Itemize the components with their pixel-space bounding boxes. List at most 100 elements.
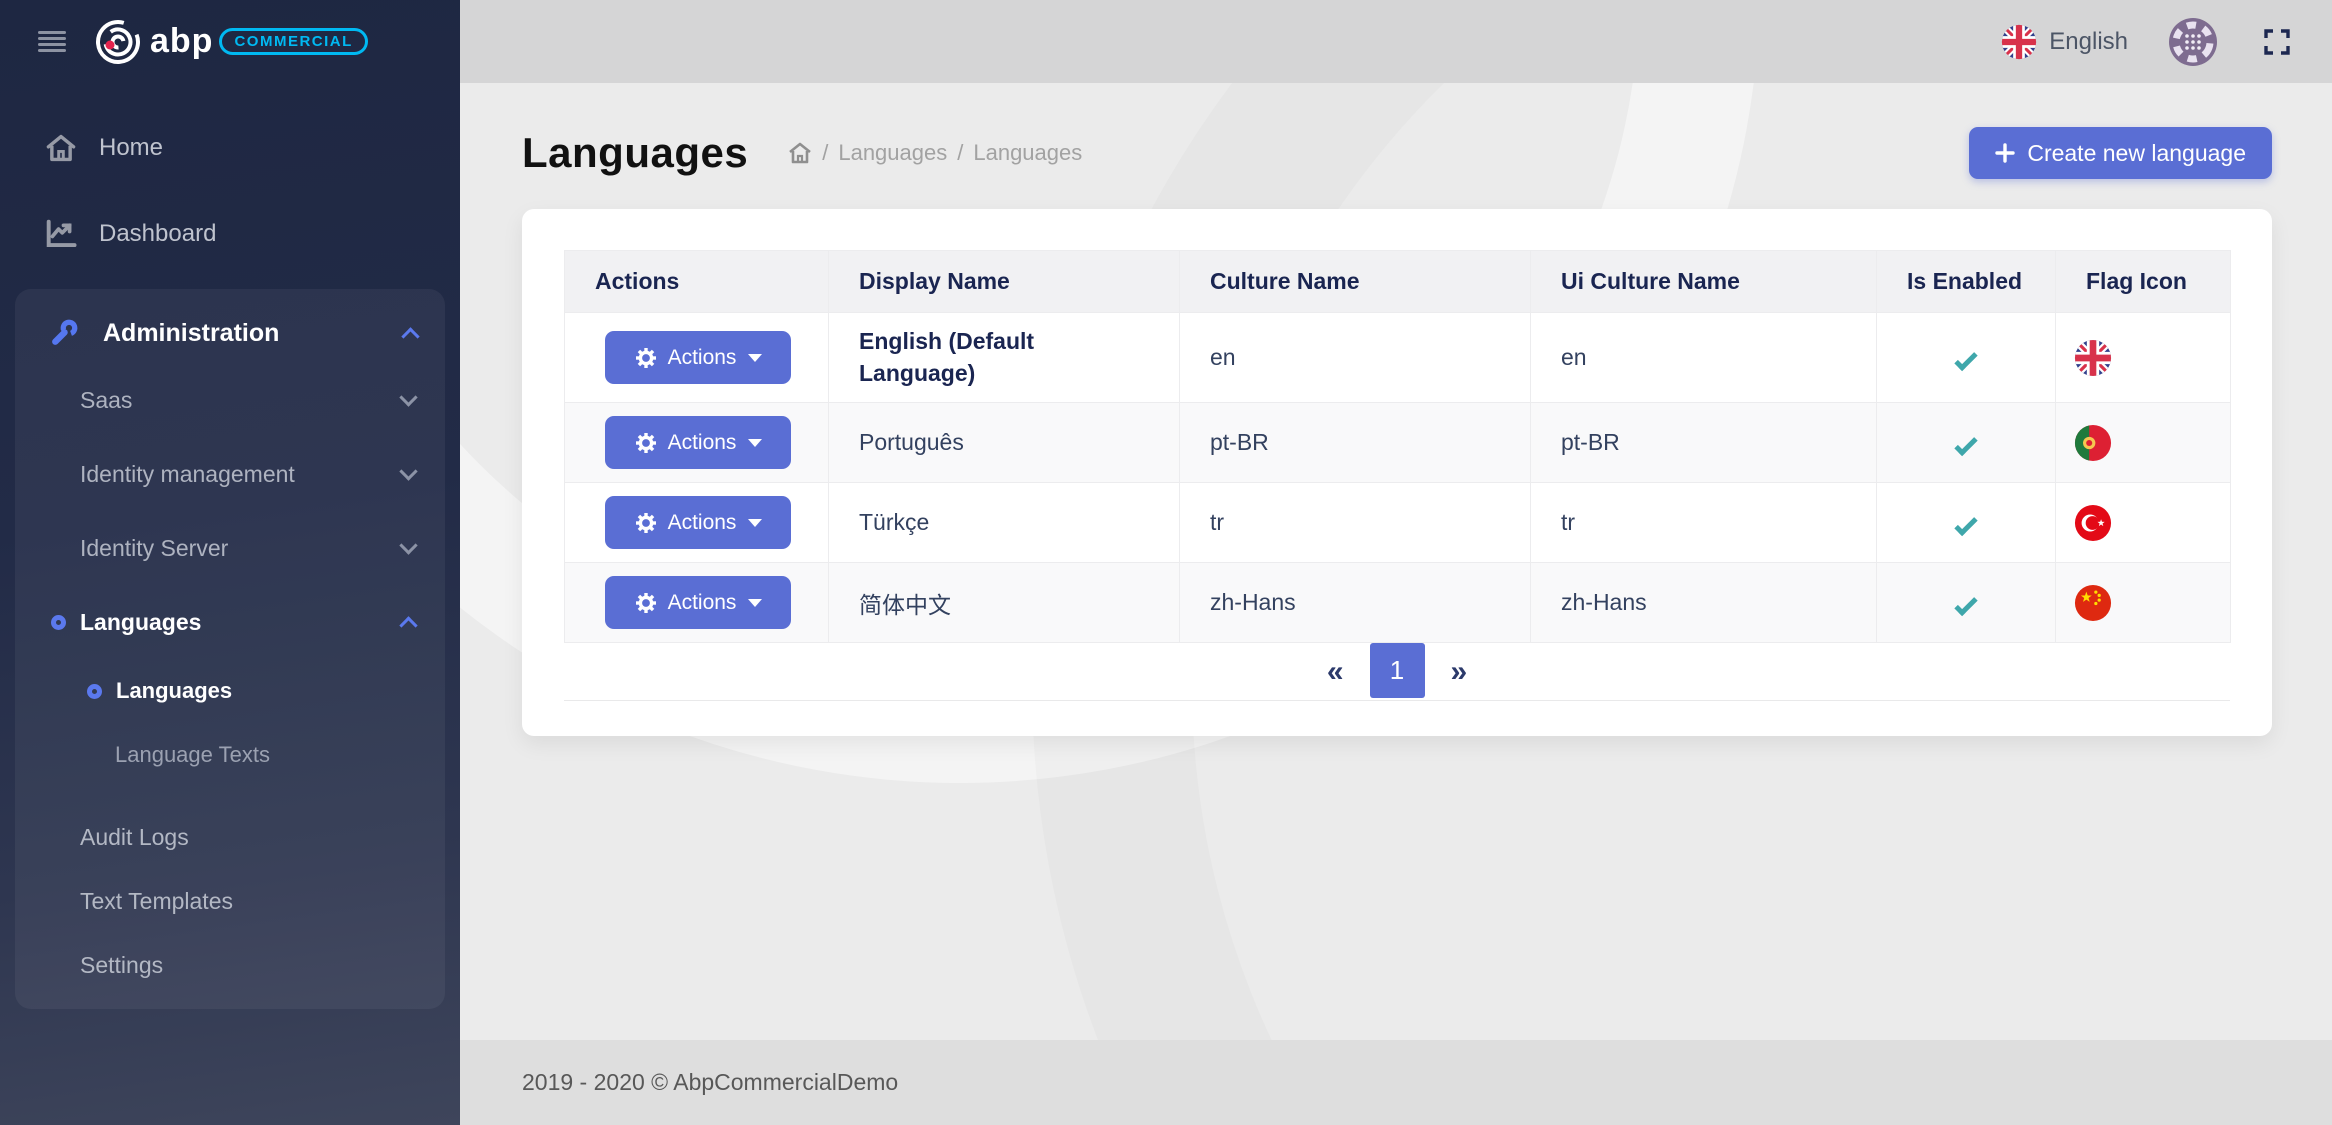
pagination-current-page[interactable]: 1 — [1369, 643, 1425, 698]
caret-down-icon — [748, 598, 763, 607]
breadcrumb-separator: / — [822, 140, 829, 165]
row-actions-button[interactable]: Actions — [605, 416, 791, 469]
flag-icon-cell — [2055, 312, 2231, 403]
is-enabled-cell — [1876, 562, 2056, 643]
pagination: « 1 » — [564, 643, 2230, 701]
is-enabled-cell — [1876, 312, 2056, 403]
ui-culture-name-cell: en — [1530, 312, 1877, 403]
flag-icon-cell — [2055, 402, 2231, 483]
chevron-up-icon — [399, 616, 418, 635]
ui-culture-name-cell: pt-BR — [1530, 402, 1877, 483]
pagination-prev-button[interactable]: « — [1326, 654, 1344, 688]
sidebar-header: abp COMMERCIAL — [0, 0, 460, 83]
flag-icon-cell — [2055, 562, 2231, 643]
table-row: Actions Türkçe tr tr — [564, 482, 2231, 563]
column-header-actions: Actions — [564, 250, 829, 313]
pagination-next-button[interactable]: » — [1450, 654, 1468, 688]
menu-toggle-icon[interactable] — [38, 30, 66, 53]
actions-cell: Actions — [564, 482, 829, 563]
copyright-text: 2019 - 2020 © AbpCommercialDemo — [522, 1069, 899, 1095]
sidebar-item-label: Settings — [80, 951, 164, 978]
sidebar-item-label: Home — [99, 134, 164, 161]
uk-flag-icon — [2074, 339, 2112, 376]
enabled-check-icon — [1954, 432, 1978, 457]
sidebar-item-administration[interactable]: Administration — [15, 303, 445, 363]
actions-button-label: Actions — [667, 430, 737, 454]
actions-button-label: Actions — [667, 345, 737, 369]
display-name-cell: Português — [828, 402, 1180, 483]
abp-logo-icon — [96, 19, 140, 64]
sidebar-item-languages-group[interactable]: Languages — [15, 585, 445, 659]
breadcrumb-separator: / — [957, 140, 964, 165]
sidebar-item-label: Identity Server — [80, 534, 229, 561]
portugal-flag-icon — [2074, 424, 2112, 461]
row-actions-button[interactable]: Actions — [605, 331, 791, 384]
sidebar-item-saas[interactable]: Saas — [15, 363, 445, 437]
china-flag-icon — [2074, 584, 2112, 621]
caret-down-icon — [748, 353, 763, 362]
enabled-check-icon — [1954, 512, 1978, 537]
dashboard-icon — [46, 219, 77, 248]
sidebar-item-language-texts[interactable]: Language Texts — [15, 723, 445, 787]
sidebar-item-label: Identity management — [80, 460, 295, 487]
language-selector[interactable]: English — [2001, 24, 2128, 60]
brand-name: abp — [150, 22, 214, 60]
sidebar-item-settings[interactable]: Settings — [15, 933, 445, 997]
culture-name-cell: zh-Hans — [1179, 562, 1531, 643]
brand-logo[interactable]: abp COMMERCIAL — [94, 18, 368, 66]
sidebar-item-identity-server[interactable]: Identity Server — [15, 511, 445, 585]
display-name-cell: Türkçe — [828, 482, 1180, 563]
actions-cell: Actions — [564, 312, 829, 403]
sidebar-item-dashboard[interactable]: Dashboard — [0, 199, 460, 269]
chevron-down-icon — [399, 536, 418, 555]
home-icon — [46, 134, 76, 162]
languages-table: Actions Display Name Culture Name Ui Cul… — [564, 250, 2231, 643]
display-name-value: English (Default Language) — [859, 328, 1035, 386]
row-actions-button[interactable]: Actions — [605, 496, 791, 549]
table-row: Actions Português pt-BR pt-BR — [564, 402, 2231, 483]
breadcrumb-item: Languages — [973, 140, 1083, 165]
sidebar-item-home[interactable]: Home — [0, 113, 460, 183]
column-header-ui-culture-name: Ui Culture Name — [1530, 250, 1877, 313]
create-new-language-button[interactable]: Create new language — [1969, 127, 2272, 179]
table-row: Actions 简体中文 zh-Hans zh-Hans — [564, 562, 2231, 643]
sidebar-item-label: Administration — [103, 318, 280, 347]
caret-down-icon — [748, 438, 763, 447]
sidebar-item-text-templates[interactable]: Text Templates — [15, 869, 445, 933]
sidebar-item-audit-logs[interactable]: Audit Logs — [15, 805, 445, 869]
column-header-culture-name: Culture Name — [1179, 250, 1531, 313]
column-header-display-name: Display Name — [828, 250, 1180, 313]
breadcrumb: / Languages / Languages — [788, 140, 1082, 166]
gear-icon — [635, 432, 656, 453]
is-enabled-cell — [1876, 402, 2056, 483]
sidebar-item-identity-management[interactable]: Identity management — [15, 437, 445, 511]
actions-cell: Actions — [564, 562, 829, 643]
column-header-flag-icon: Flag Icon — [2055, 250, 2231, 313]
user-avatar[interactable] — [2168, 17, 2218, 67]
display-name-cell: 简体中文 — [828, 562, 1180, 643]
uk-flag-icon — [2002, 24, 2037, 59]
sidebar: abp COMMERCIAL Home Dashboard — [0, 0, 460, 1125]
sidebar-item-label: Audit Logs — [80, 823, 189, 850]
language-selector-label: English — [2049, 27, 2128, 55]
sidebar-item-label: Languages — [80, 608, 202, 635]
active-bullet-icon — [51, 614, 66, 630]
topbar: English — [460, 0, 2332, 83]
row-actions-button[interactable]: Actions — [605, 576, 791, 629]
gear-icon — [635, 347, 656, 368]
display-name-cell: English (Default Language) — [828, 312, 1180, 403]
table-row: Actions English (Default Language) en en — [564, 312, 2231, 403]
is-enabled-cell — [1876, 482, 2056, 563]
actions-button-label: Actions — [667, 590, 737, 614]
main-content: Languages / Languages / Languages Create… — [460, 83, 2332, 1125]
sidebar-item-label: Saas — [80, 386, 133, 413]
table-header-row: Actions Display Name Culture Name Ui Cul… — [564, 250, 2231, 313]
sidebar-item-languages[interactable]: Languages — [15, 659, 445, 723]
footer: 2019 - 2020 © AbpCommercialDemo — [460, 1040, 2332, 1125]
breadcrumb-home-icon[interactable] — [788, 142, 812, 164]
brand-badge: COMMERCIAL — [219, 28, 368, 55]
actions-button-label: Actions — [667, 510, 737, 534]
enabled-check-icon — [1954, 592, 1978, 617]
fullscreen-icon[interactable] — [2262, 27, 2292, 57]
